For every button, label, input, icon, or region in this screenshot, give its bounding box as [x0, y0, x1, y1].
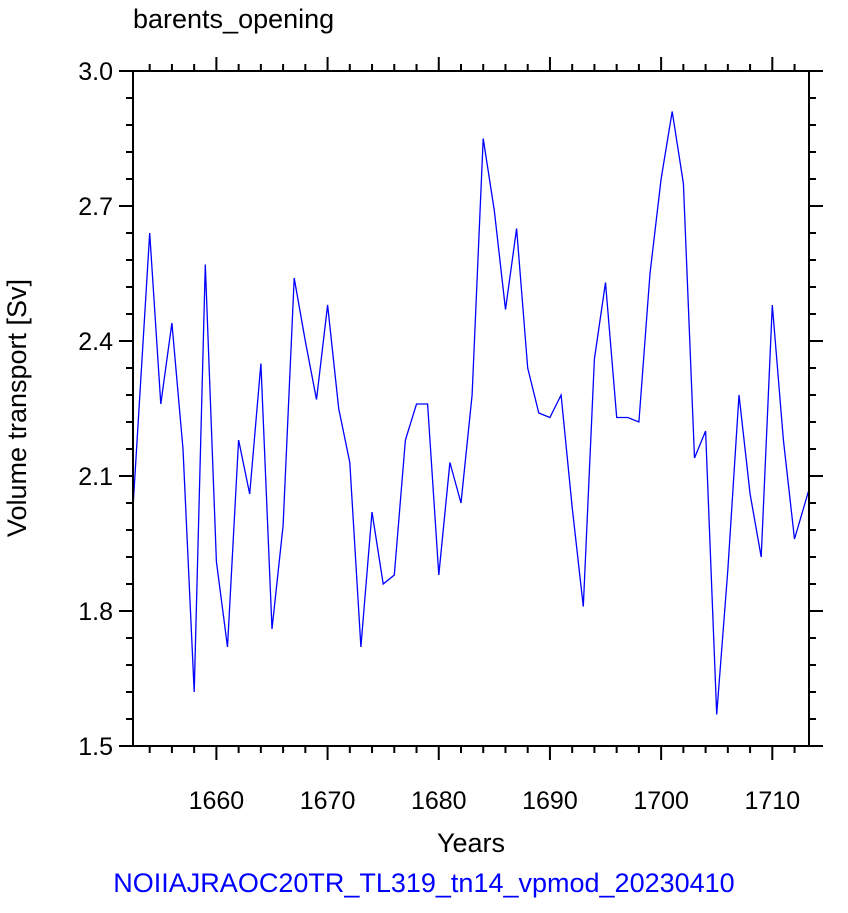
plot-frame [132, 70, 810, 747]
y-tick-label: 2.4 [78, 328, 113, 356]
chart-title: barents_opening [133, 4, 334, 34]
y-tick-label: 2.1 [78, 463, 113, 491]
y-axis-label: Volume transport [Sv] [2, 279, 32, 537]
y-tick-label: 1.8 [78, 598, 113, 626]
x-tick-label: 1680 [411, 787, 467, 815]
axis-ticks [119, 57, 823, 760]
y-tick-label: 1.5 [78, 733, 113, 761]
x-tick-label: 1670 [300, 787, 356, 815]
x-tick-label: 1710 [744, 787, 800, 815]
x-axis-label: Years [437, 828, 505, 858]
tick-labels: 1.5 1.8 2.1 2.4 2.7 3.0 1660 1670 1680 1690 1700 17… [78, 58, 800, 815]
y-tick-label: 3.0 [78, 58, 113, 86]
series-line [132, 111, 810, 715]
x-tick-label: 1660 [189, 787, 245, 815]
footer-caption: NOIIAJRAOC20TR_TL319_tn14_vpmod_20230410 [113, 868, 735, 898]
x-tick-label: 1690 [522, 787, 578, 815]
y-tick-label: 2.7 [78, 193, 113, 221]
x-tick-label: 1700 [633, 787, 689, 815]
